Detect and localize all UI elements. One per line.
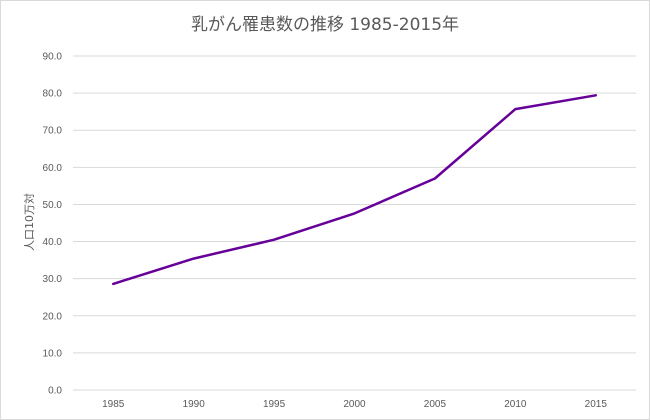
y-tick-label: 30.0 <box>43 274 63 285</box>
x-tick-label: 2010 <box>504 399 527 410</box>
y-tick-label: 40.0 <box>43 237 63 248</box>
x-tick-label: 1995 <box>263 399 286 410</box>
x-tick-label: 2000 <box>343 399 366 410</box>
series <box>111 94 598 286</box>
y-tick-label: 0.0 <box>48 386 62 397</box>
x-tick-labels: 1985 1990 1995 2000 2005 2010 2015 <box>102 399 607 410</box>
series-line <box>111 94 598 286</box>
chart-title: 乳がん罹患数の推移 1985-2015年 <box>191 15 459 35</box>
y-tick-label: 50.0 <box>43 200 63 211</box>
y-tick-label: 10.0 <box>43 348 63 359</box>
gridlines <box>73 55 636 391</box>
x-tick-label: 1990 <box>183 399 206 410</box>
x-tick-label: 2015 <box>585 399 608 410</box>
y-tick-label: 60.0 <box>43 163 63 174</box>
y-tick-label: 70.0 <box>43 126 63 137</box>
y-tick-labels: 0.0 10.0 20.0 30.0 40.0 50.0 60.0 70.0 80.0 90.0 <box>43 52 63 397</box>
y-tick-label: 80.0 <box>43 89 63 100</box>
x-tick-label: 2005 <box>424 399 447 410</box>
y-tick-label: 90.0 <box>43 52 63 63</box>
x-tick-label: 1985 <box>102 399 125 410</box>
y-axis-label: 人口10万対 <box>22 193 36 251</box>
y-tick-label: 20.0 <box>43 311 63 322</box>
